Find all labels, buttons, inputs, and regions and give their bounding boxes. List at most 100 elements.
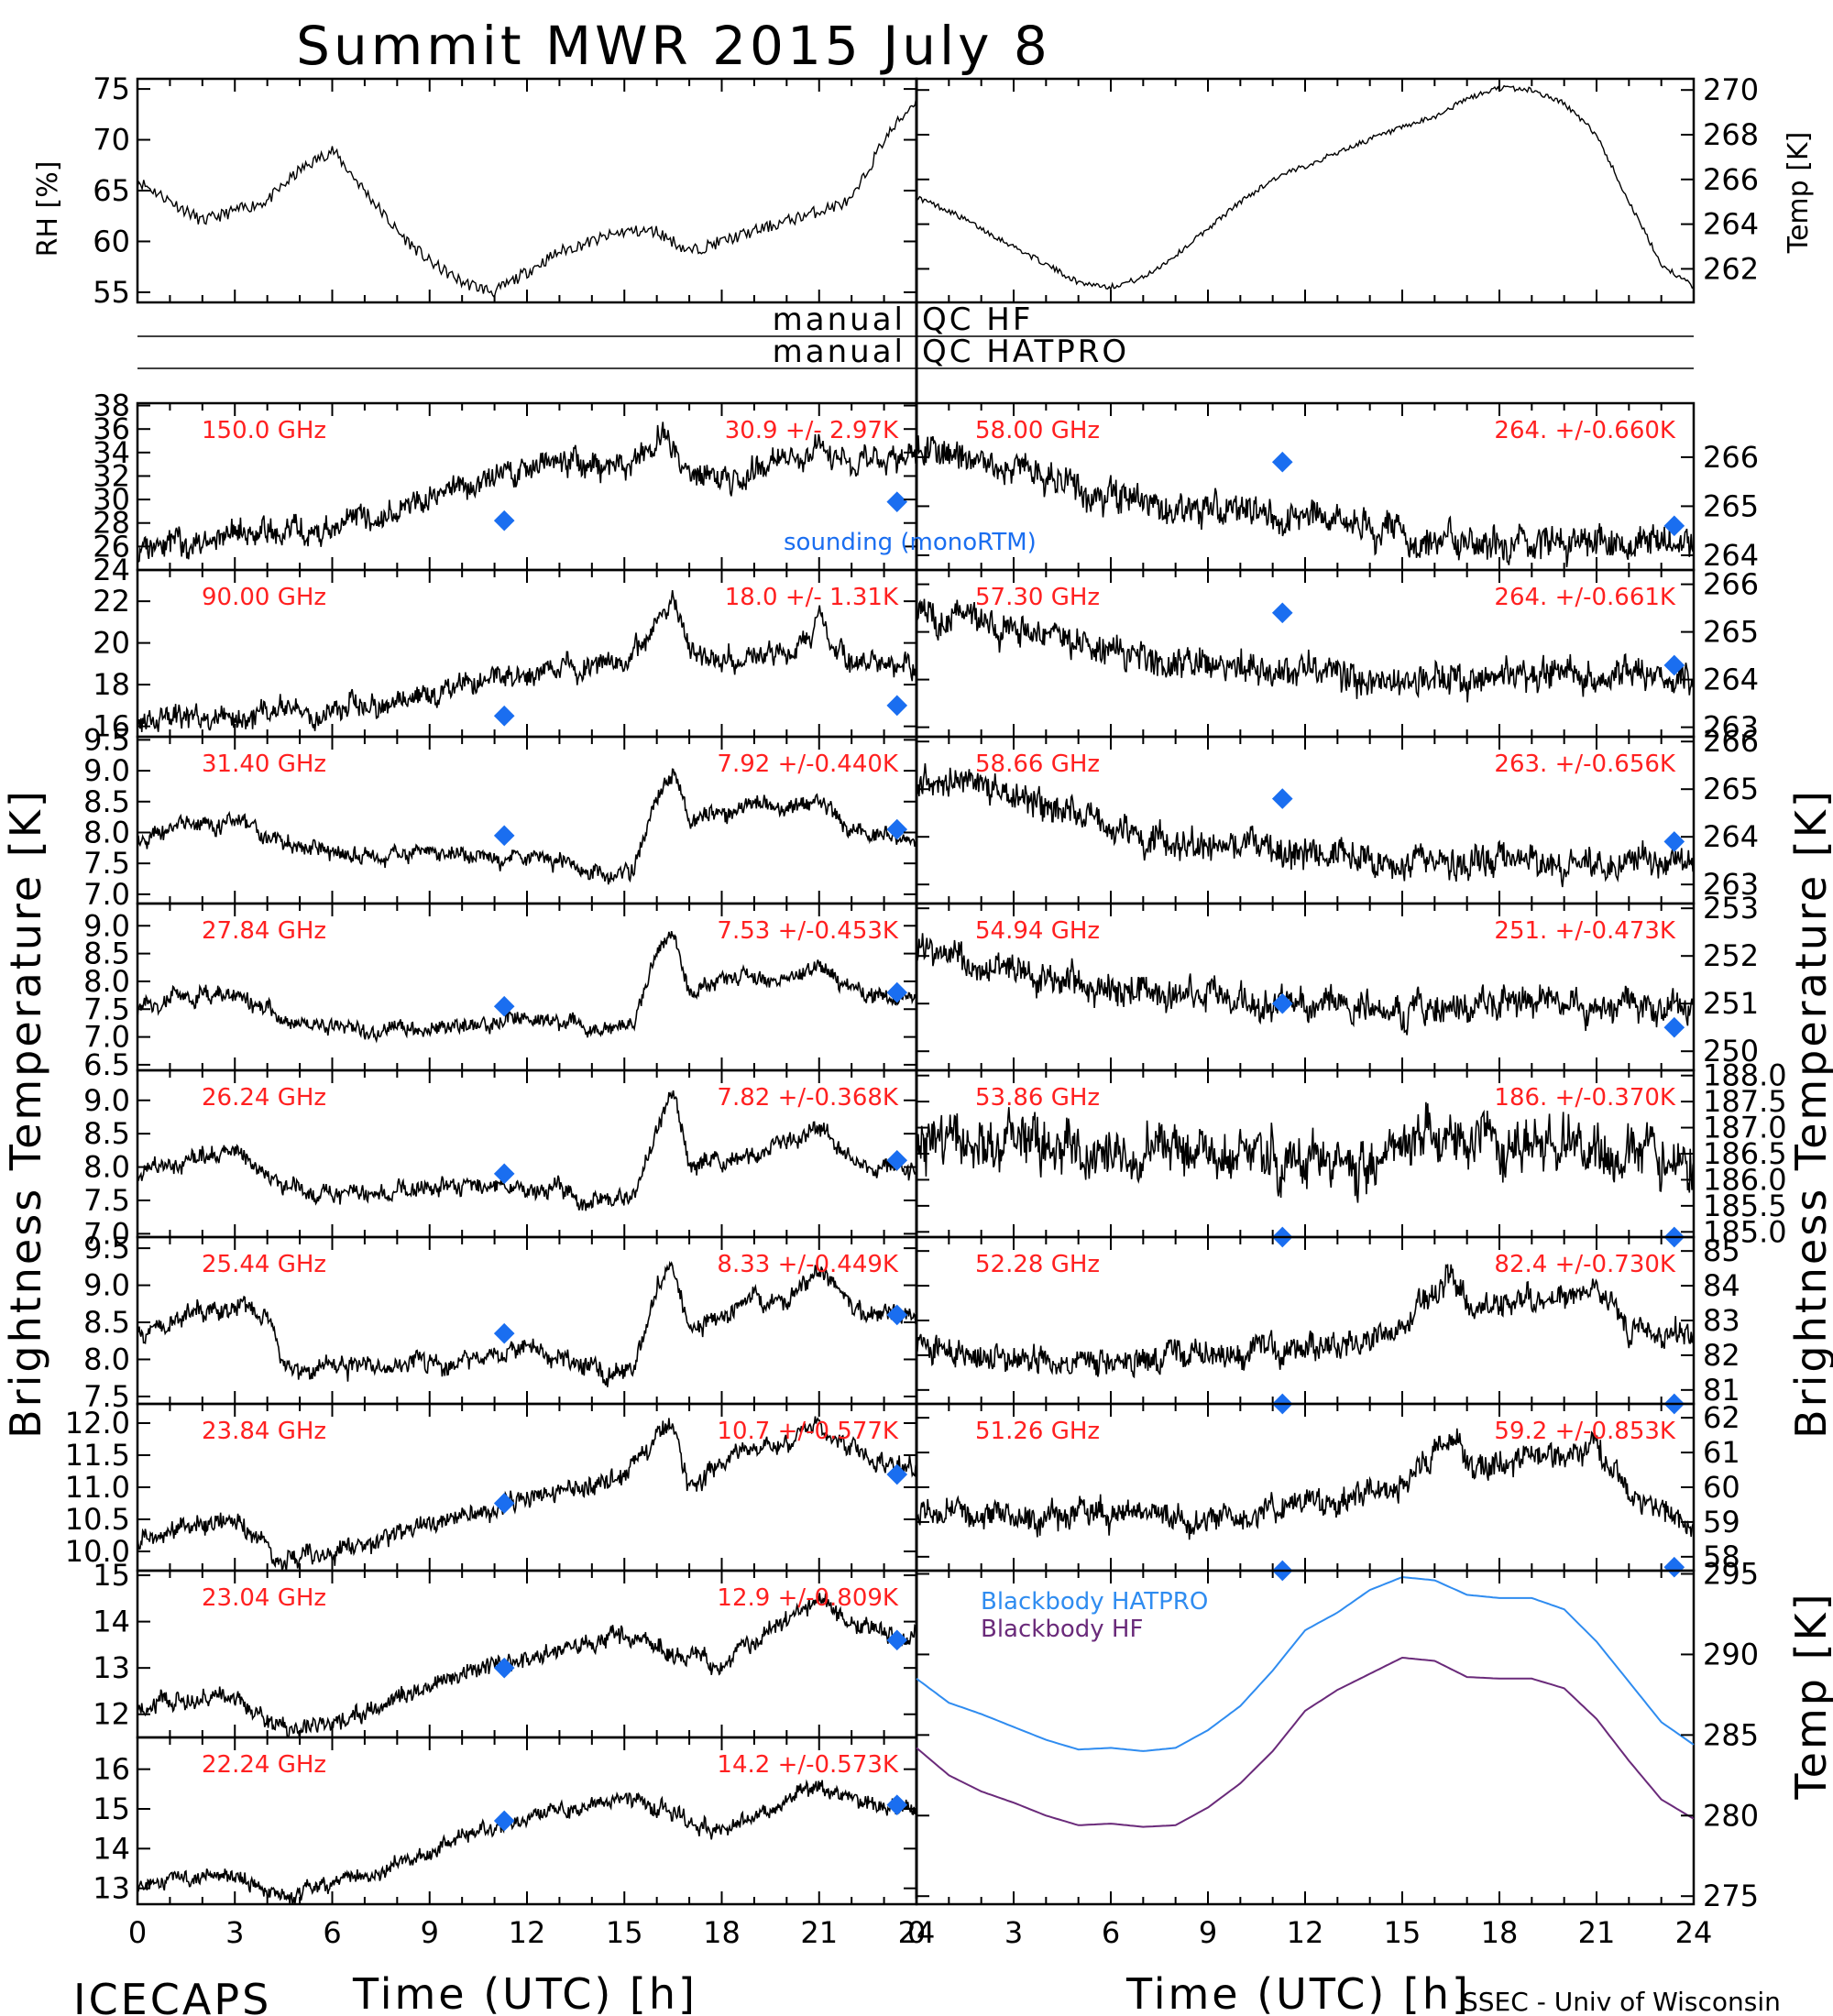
sounding-marker: [1663, 1016, 1685, 1038]
time-tick-label-right: 24: [1675, 1915, 1713, 1950]
panel-58.66: 58.66 GHz 263. +/-0.656K: [915, 735, 1696, 905]
panel-54.94: 54.94 GHz 251. +/-0.473K: [915, 902, 1696, 1072]
26.24-ticks: 7.07.58.08.59.0: [83, 1070, 917, 1251]
series-line: [916, 933, 1695, 1035]
temp-axis-label: Temp [K]: [1783, 132, 1815, 255]
y-tick-label: 81: [1703, 1373, 1740, 1408]
y-tick-label: 20: [93, 626, 130, 661]
sounding-marker: [1271, 992, 1293, 1014]
panel-53.86: 53.86 GHz 186. +/-0.370K: [915, 1068, 1696, 1248]
22.24-ticks: 13 14 15 16: [93, 1737, 917, 1906]
series-line: [137, 1779, 917, 1905]
footer-left: ICECAPS: [73, 1975, 271, 2016]
channel-label: 150.0 GHz: [202, 417, 326, 444]
series-line: [916, 1101, 1695, 1203]
y-tick-label: 70: [93, 123, 130, 158]
time-tick-label-right: 15: [1384, 1915, 1421, 1950]
y-tick-label: 266: [1703, 162, 1759, 197]
panel-rh: [136, 77, 918, 304]
channel-label: 31.40 GHz: [202, 751, 326, 778]
temp-ticks: 262 264 266 268 270: [916, 72, 1759, 302]
time-tick-label-right: 9: [1199, 1915, 1217, 1950]
time-tick-label-right: 21: [1578, 1915, 1616, 1950]
channel-stat: 7.92 +/-0.440K: [717, 751, 899, 778]
y-tick-label: 264: [1703, 663, 1759, 697]
channel-stat: 7.53 +/-0.453K: [717, 917, 899, 945]
y-tick-label: 252: [1703, 938, 1759, 973]
time-tick-label-right: 12: [1287, 1915, 1324, 1950]
y-tick-label: 9.5: [83, 722, 130, 757]
y-tick-label: 9.0: [83, 1083, 130, 1118]
sounding-marker: [1663, 1556, 1685, 1578]
y-tick-label: 8.5: [83, 1116, 130, 1151]
panel-25.44: 25.44 GHz 8.33 +/-0.449K: [136, 1235, 918, 1406]
channel-stat: 12.9 +/-0.809K: [717, 1584, 899, 1612]
y-tick-label: 38: [93, 389, 130, 423]
panel-31.40: 31.40 GHz 7.92 +/-0.440K: [136, 735, 918, 905]
panel-26.24: 26.24 GHz 7.82 +/-0.368K: [136, 1068, 918, 1239]
channel-label: 26.24 GHz: [202, 1084, 326, 1112]
58.00-ticks: 264 265 266: [916, 403, 1759, 573]
legend-bb-hf: Blackbody HF: [981, 1616, 1143, 1643]
y-tick-label: 22: [93, 584, 130, 619]
sounding-marker: [886, 981, 908, 1003]
y-tick-label: 290: [1703, 1637, 1759, 1671]
time-tick-label-left: 6: [323, 1915, 341, 1950]
54.94-ticks: 250 251 252 253: [916, 891, 1759, 1070]
y-tick-label: 8.0: [83, 1342, 130, 1376]
panel-temp: [915, 77, 1696, 304]
y-tick-label: 266: [1703, 724, 1759, 759]
channel-label: 27.84 GHz: [202, 917, 326, 945]
sounding-marker: [493, 1163, 515, 1185]
y-tick-label: 7.5: [83, 1379, 130, 1414]
y-tick-label: 265: [1703, 772, 1759, 806]
y-tick-label: 7.0: [83, 1020, 130, 1055]
y-tick-label: 265: [1703, 615, 1759, 650]
channel-stat: 82.4 +/-0.730K: [1494, 1251, 1676, 1278]
y-tick-label: 85: [1703, 1233, 1740, 1268]
series-line: [137, 768, 917, 885]
y-tick-label: 10.5: [65, 1502, 130, 1537]
time-tick-label-right: 18: [1481, 1915, 1519, 1950]
series-line: [916, 1264, 1695, 1379]
y-tick-label: 7.5: [83, 992, 130, 1026]
panel-frame: [136, 77, 918, 304]
sounding-marker: [886, 1629, 908, 1651]
qc-hatpro-right: QC HATPRO: [922, 334, 1129, 370]
time-tick-label-left: 12: [509, 1915, 546, 1950]
channel-label: 58.66 GHz: [975, 751, 1100, 778]
y-tick-label: 250: [1703, 1034, 1759, 1068]
y-tick-label: 187.0: [1703, 1111, 1787, 1145]
channel-stat: 264. +/-0.661K: [1494, 584, 1676, 611]
series-line: [137, 95, 917, 299]
27.84-ticks: 6.57.07.58.08.59.0: [83, 904, 917, 1082]
23.04-ticks: 12 13 14 15: [93, 1558, 917, 1737]
y-tick-label: 55: [93, 275, 130, 310]
y-tick-label: 16: [93, 1752, 130, 1787]
sounding-marker: [493, 995, 515, 1017]
y-tick-label: 30: [93, 482, 130, 517]
y-tick-label: 65: [93, 173, 130, 208]
channel-stat: 8.33 +/-0.449K: [717, 1251, 899, 1278]
sounding-marker: [493, 509, 515, 531]
y-tick-label: 36: [93, 411, 130, 446]
bb-series-line: [916, 1656, 1695, 1828]
panel-90.00: 90.00 GHz 18.0 +/- 1.31K: [136, 568, 918, 739]
series-line: [137, 1593, 917, 1738]
sounding-marker: [1271, 788, 1293, 809]
sounding-marker: [886, 818, 908, 840]
right-axis-label: Brightness Temperature [K]: [1786, 788, 1833, 1439]
sounding-marker: [1663, 831, 1685, 852]
channel-label: 90.00 GHz: [202, 584, 326, 611]
y-tick-label: 14: [93, 1605, 130, 1639]
channel-stat: 7.82 +/-0.368K: [717, 1084, 899, 1112]
y-tick-label: 264: [1703, 538, 1759, 573]
sounding-marker: [493, 1657, 515, 1679]
time-tick-label-left: 0: [128, 1915, 147, 1950]
sounding-marker: [1271, 602, 1293, 624]
y-tick-label: 187.5: [1703, 1084, 1787, 1119]
31.40-ticks: 7.07.58.08.59.09.5: [83, 722, 917, 912]
